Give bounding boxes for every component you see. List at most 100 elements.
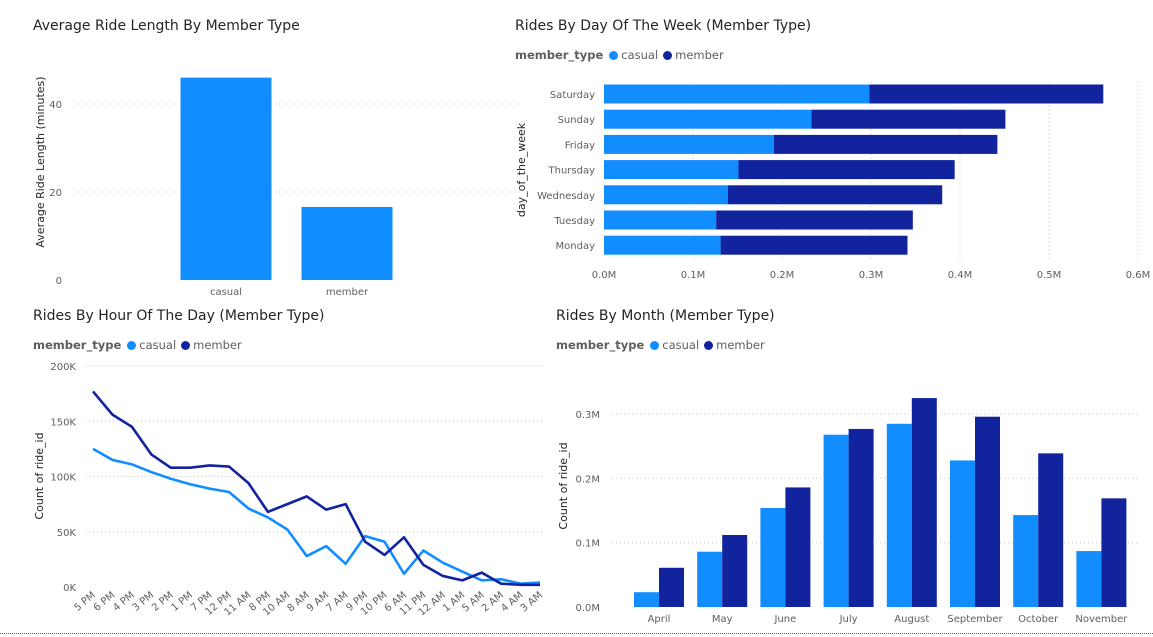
bar-july-casual [823,434,849,607]
x-tick-label: 0.3M [859,270,884,281]
rides-by-month-legend: member_type casual member [556,338,770,352]
x-tick-label: 0.2M [770,270,795,281]
y-tick-label: Tuesday [553,216,595,227]
bar-june-casual [760,508,786,607]
bar-november-casual [1076,551,1102,607]
x-tick-label: 0.0M [592,270,617,281]
bar-friday-casual [604,134,774,154]
x-tick-label: May [712,614,733,625]
x-tick-label: 0.6M [1126,270,1151,281]
x-tick-label: June [774,614,797,625]
page-bottom-border [0,633,1153,634]
y-tick-label: Friday [565,140,595,151]
x-tick-label: April [648,614,671,625]
bar-sunday-member [811,109,1006,129]
y-axis-label: Count of ride_id [33,432,46,519]
rides-by-day-legend: member_type casual member [515,48,729,62]
x-tick-label: November [1075,614,1128,625]
y-tick-label: 200K [50,362,76,373]
y-tick-label: Sunday [558,115,595,126]
legend-dot-member [181,340,191,350]
legend-dot-casual [650,340,660,350]
legend-dot-member [704,340,714,350]
legend-label-casual: casual [662,338,700,352]
legend-title: member_type [556,338,645,352]
bar-tuesday-member [716,210,913,230]
bar-monday-casual [604,235,721,255]
y-tick-label: 0 [56,276,62,287]
bar-friday-member [773,134,998,154]
legend-title: member_type [33,338,122,352]
bar-wednesday-casual [604,185,728,205]
x-tick-label: October [1018,614,1059,625]
y-tick-label: 20 [49,188,62,199]
legend-dot-casual [127,340,137,350]
bar-thursday-casual [604,160,739,180]
bar-monday-member [720,235,908,255]
legend-label-casual: casual [621,48,659,62]
bar-casual [180,77,272,280]
y-axis-label: day_of_the_week [515,122,528,217]
y-tick-label: 100K [50,473,76,484]
x-tick-label: 0.4M [948,270,973,281]
rides-by-hour-legend: member_type casual member [33,338,247,352]
bar-tuesday-casual [604,210,717,230]
x-tick-label: 0.1M [681,270,706,281]
legend-label-member: member [675,48,724,62]
line-casual [92,447,541,585]
legend-item-casual[interactable]: casual [609,48,658,62]
legend-title: member_type [515,48,604,62]
bar-saturday-casual [604,84,870,104]
bar-august-member [911,398,937,607]
x-tick-label: September [947,614,1003,625]
y-tick-label: 40 [49,100,62,111]
legend-dot-member [663,50,673,60]
x-tick-label: August [894,614,929,625]
x-tick-label: 0.5M [1037,270,1062,281]
legend-item-casual[interactable]: casual [127,338,176,352]
bar-june-member [785,487,811,607]
legend-label-member: member [193,338,242,352]
y-tick-label: 0.1M [575,539,600,550]
line-member [92,390,540,587]
y-tick-label: 0K [63,583,76,594]
bar-may-member [722,535,748,607]
legend-label-member: member [716,338,765,352]
bar-october-member [1038,453,1064,607]
legend-item-member[interactable]: member [704,338,765,352]
bar-saturday-member [869,84,1104,104]
bar-member [301,206,393,280]
y-tick-label: Monday [556,241,596,252]
y-tick-label: 0.2M [575,474,600,485]
legend-item-member[interactable]: member [181,338,242,352]
rides-by-hour-title: Rides By Hour Of The Day (Member Type) [33,308,325,324]
bar-april-casual [634,592,659,607]
bar-thursday-member [738,160,955,180]
y-axis-label: Count of ride_id [557,442,570,529]
bar-september-member [975,416,1000,607]
rides-by-month-title: Rides By Month (Member Type) [556,308,775,324]
y-axis-label: Average Ride Length (minutes) [34,76,47,247]
bar-august-casual [886,423,912,607]
y-tick-label: 0.0M [575,603,600,614]
bar-september-casual [950,460,975,607]
bar-july-member [848,428,874,607]
bar-may-casual [697,551,723,607]
legend-item-casual[interactable]: casual [650,338,699,352]
y-tick-label: Thursday [548,166,596,177]
bar-october-casual [1013,515,1039,607]
x-tick-label: July [839,614,858,625]
rides-by-day-title: Rides By Day Of The Week (Member Type) [515,18,812,34]
legend-label-casual: casual [139,338,177,352]
legend-item-member[interactable]: member [663,48,724,62]
legend-dot-casual [609,50,619,60]
bar-sunday-casual [604,109,812,129]
y-tick-label: 0.3M [575,410,600,421]
y-tick-label: Wednesday [537,191,595,202]
x-tick-label: member [326,287,369,298]
y-tick-label: 150K [50,417,76,428]
bar-april-member [659,567,684,607]
rides-by-day-chart: 0.0M 0.1M 0.2M 0.3M 0.4M 0.5M 0.6M day_of_the_w… [515,82,1151,281]
